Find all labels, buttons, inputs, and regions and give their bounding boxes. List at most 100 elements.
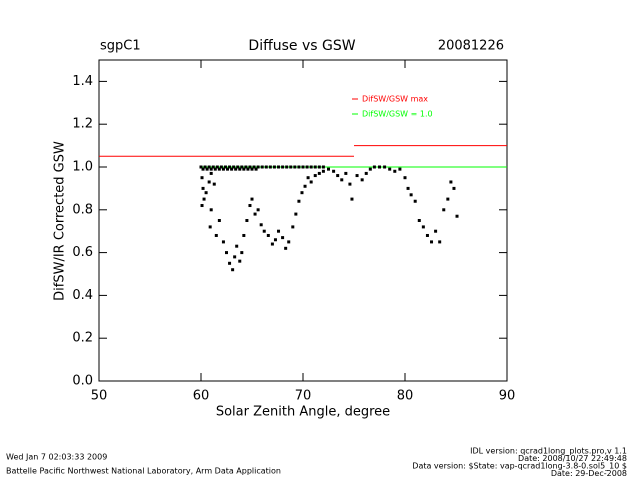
point xyxy=(430,240,434,244)
point xyxy=(268,165,272,169)
date-label: 20081226 xyxy=(438,39,504,54)
footer-text: Date: 2008/10/27 22:49:48 xyxy=(518,454,627,463)
point xyxy=(207,180,211,184)
point xyxy=(293,165,297,169)
point xyxy=(264,165,268,169)
footer-text: IDL version: qcrad1long_plots.pro,v 1.1 xyxy=(470,447,627,456)
point xyxy=(368,167,372,171)
point xyxy=(266,233,270,237)
footer-text: Battelle Pacific Northwest National Labo… xyxy=(6,467,281,476)
point xyxy=(406,186,410,190)
point xyxy=(208,225,212,229)
station-label: sgpC1 xyxy=(100,39,141,54)
point xyxy=(225,251,228,255)
point xyxy=(221,240,225,244)
point xyxy=(199,165,203,169)
point xyxy=(289,165,293,169)
point xyxy=(214,233,218,237)
point xyxy=(256,208,260,212)
point xyxy=(303,184,307,188)
point xyxy=(248,165,252,169)
point xyxy=(364,171,368,175)
point xyxy=(425,233,429,237)
point xyxy=(240,251,244,255)
y-tick-label: 0.8 xyxy=(72,202,93,217)
x-tick-label: 70 xyxy=(295,389,312,404)
point xyxy=(262,229,266,233)
point xyxy=(244,165,248,169)
point xyxy=(297,199,301,203)
point xyxy=(434,229,438,233)
y-axis-label: DifSW/IR Corrected GSW xyxy=(53,141,68,301)
point xyxy=(230,167,234,171)
point xyxy=(200,204,204,208)
point xyxy=(321,165,325,169)
point xyxy=(238,167,242,171)
point xyxy=(332,169,336,173)
point xyxy=(238,259,242,263)
point xyxy=(260,165,264,169)
y-tick-label: 1.0 xyxy=(72,160,93,175)
point xyxy=(344,171,348,175)
point xyxy=(232,165,236,169)
point xyxy=(201,167,205,171)
point xyxy=(217,219,221,222)
point xyxy=(207,165,211,169)
point xyxy=(233,255,237,259)
point xyxy=(438,240,442,244)
x-tick-label: 90 xyxy=(499,389,516,404)
footer-text: Data version: $State: vap-qcrad1long-3.8… xyxy=(412,462,627,471)
point xyxy=(350,197,354,201)
point xyxy=(256,165,260,169)
point xyxy=(409,193,413,197)
footer-text: Date: 29-Dec-2008 xyxy=(551,469,627,478)
point xyxy=(242,167,246,171)
point xyxy=(309,165,313,169)
point xyxy=(306,176,310,180)
point xyxy=(209,171,213,175)
point xyxy=(246,167,250,171)
point xyxy=(281,165,285,169)
point xyxy=(252,165,256,169)
point xyxy=(403,176,407,180)
point xyxy=(284,246,288,250)
point xyxy=(455,214,459,218)
point xyxy=(221,167,225,171)
y-tick-label: 1.2 xyxy=(72,117,93,132)
point xyxy=(231,268,235,272)
point xyxy=(388,167,392,171)
point xyxy=(204,191,208,195)
point xyxy=(313,174,317,178)
legend-label: DifSW/GSW = 1.0 xyxy=(362,110,433,119)
point xyxy=(248,204,252,208)
point xyxy=(421,225,425,229)
point xyxy=(242,233,246,237)
point xyxy=(285,165,289,169)
point xyxy=(202,197,206,201)
point xyxy=(245,219,249,222)
point xyxy=(226,167,230,171)
point xyxy=(211,165,215,169)
point xyxy=(240,165,244,169)
chart-title: Diffuse vs GSW xyxy=(248,38,355,54)
point xyxy=(313,165,317,169)
point xyxy=(449,180,453,184)
point xyxy=(393,169,397,173)
point xyxy=(254,167,258,171)
point xyxy=(372,165,376,169)
legend-label: DifSW/GSW max xyxy=(362,95,428,104)
point xyxy=(236,165,240,169)
y-tick-label: 0.0 xyxy=(72,374,93,389)
point xyxy=(287,240,291,244)
point xyxy=(270,242,274,246)
point xyxy=(250,167,254,171)
point xyxy=(442,208,446,212)
y-tick-label: 1.4 xyxy=(72,74,93,89)
point xyxy=(327,167,330,171)
point xyxy=(250,197,254,201)
point xyxy=(336,174,340,178)
point xyxy=(398,167,402,171)
point xyxy=(281,236,285,240)
point xyxy=(223,165,227,169)
